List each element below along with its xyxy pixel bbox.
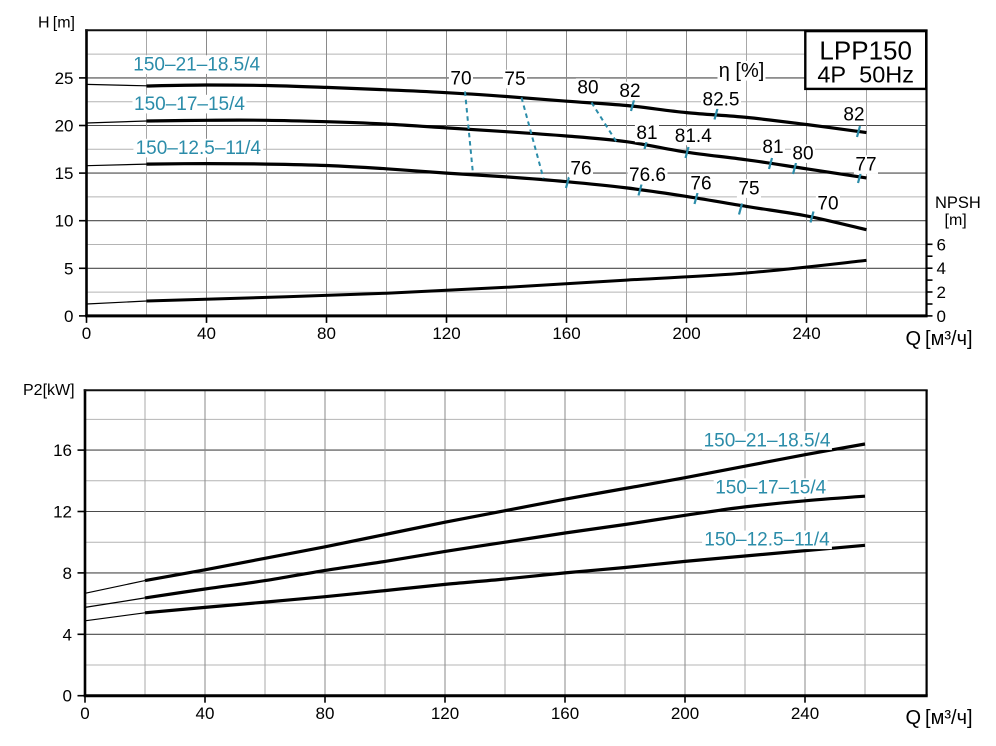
- svg-text:76: 76: [570, 158, 591, 179]
- svg-text:LPP150: LPP150: [819, 36, 912, 66]
- svg-text:20: 20: [55, 117, 74, 136]
- svg-text:4: 4: [937, 259, 946, 278]
- svg-text:Q [м³/ч]: Q [м³/ч]: [906, 328, 973, 350]
- svg-text:150–21–18.5/4: 150–21–18.5/4: [133, 55, 260, 76]
- svg-text:200: 200: [671, 704, 699, 723]
- svg-text:77: 77: [855, 155, 876, 176]
- svg-text:Q [м³/ч]: Q [м³/ч]: [906, 707, 973, 729]
- svg-text:150–12.5–11/4: 150–12.5–11/4: [704, 530, 830, 551]
- svg-text:76.6: 76.6: [629, 165, 666, 186]
- svg-text:82: 82: [619, 81, 640, 102]
- svg-text:80: 80: [316, 704, 335, 723]
- svg-text:40: 40: [196, 704, 215, 723]
- svg-text:0: 0: [64, 307, 73, 326]
- svg-text:16: 16: [53, 441, 72, 460]
- svg-text:12: 12: [53, 503, 72, 522]
- svg-text:160: 160: [551, 704, 579, 723]
- svg-text:H [m]: H [m]: [38, 15, 75, 32]
- svg-text:15: 15: [55, 164, 74, 183]
- svg-text:82: 82: [843, 105, 864, 126]
- svg-text:76: 76: [690, 174, 711, 195]
- svg-text:120: 120: [432, 324, 460, 343]
- svg-text:160: 160: [552, 324, 580, 343]
- svg-text:0: 0: [63, 687, 72, 706]
- svg-text:4: 4: [63, 625, 72, 644]
- svg-text:P2[kW]: P2[kW]: [23, 382, 75, 399]
- svg-text:81: 81: [636, 123, 657, 144]
- svg-text:240: 240: [791, 704, 819, 723]
- svg-text:25: 25: [55, 69, 74, 88]
- svg-text:5: 5: [64, 259, 73, 278]
- svg-text:81.4: 81.4: [675, 126, 712, 147]
- svg-text:4P 50Hz: 4P 50Hz: [817, 62, 914, 88]
- svg-text:8: 8: [63, 564, 72, 583]
- svg-text:120: 120: [431, 704, 459, 723]
- svg-text:150–17–15/4: 150–17–15/4: [715, 478, 826, 499]
- svg-text:[m]: [m]: [945, 212, 967, 229]
- svg-text:70: 70: [450, 69, 471, 90]
- svg-text:200: 200: [672, 324, 700, 343]
- svg-text:40: 40: [197, 324, 216, 343]
- svg-text:80: 80: [317, 324, 336, 343]
- svg-text:6: 6: [937, 235, 946, 254]
- svg-text:NPSH: NPSH: [935, 194, 981, 212]
- svg-text:10: 10: [55, 212, 74, 231]
- svg-text:240: 240: [792, 324, 820, 343]
- svg-text:80: 80: [577, 78, 598, 99]
- svg-text:η [%]: η [%]: [719, 60, 765, 82]
- svg-text:150–21–18.5/4: 150–21–18.5/4: [704, 431, 831, 452]
- svg-text:75: 75: [504, 69, 525, 90]
- svg-text:0: 0: [82, 324, 91, 343]
- svg-text:2: 2: [937, 283, 946, 302]
- svg-text:81: 81: [762, 137, 783, 158]
- svg-text:150–12.5–11/4: 150–12.5–11/4: [136, 138, 262, 159]
- svg-text:82.5: 82.5: [703, 90, 740, 111]
- svg-text:70: 70: [817, 194, 838, 215]
- svg-text:150–17–15/4: 150–17–15/4: [134, 94, 245, 115]
- svg-text:0: 0: [80, 704, 89, 723]
- svg-text:80: 80: [792, 144, 813, 165]
- svg-text:75: 75: [738, 179, 759, 200]
- svg-text:0: 0: [937, 307, 946, 326]
